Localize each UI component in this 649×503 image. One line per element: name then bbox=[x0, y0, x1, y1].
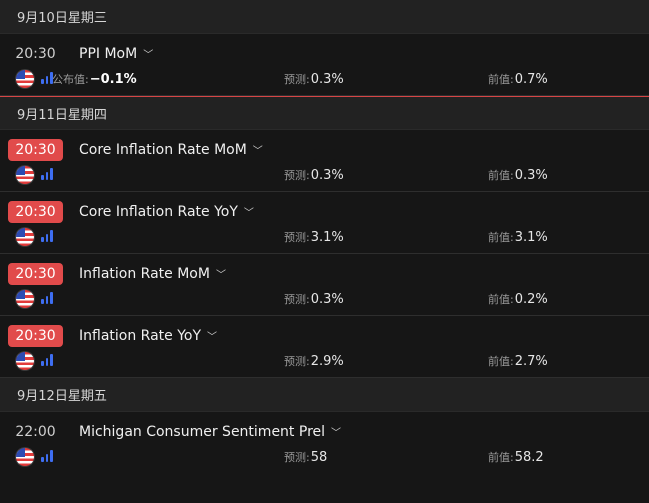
forecast-number: 0.3% bbox=[310, 168, 344, 183]
us-flag-icon bbox=[16, 228, 34, 246]
event-time: 20:30 bbox=[8, 325, 63, 347]
event-title[interactable]: Inflation Rate YoY ﹀ bbox=[79, 328, 217, 344]
us-flag-icon bbox=[16, 290, 34, 308]
previous-label: 前值: bbox=[488, 293, 514, 306]
actual-number: −0.1% bbox=[89, 72, 137, 87]
event-time: 20:30 bbox=[8, 263, 63, 285]
forecast-label: 预测: bbox=[284, 231, 310, 244]
previous-number: 0.7% bbox=[514, 72, 548, 87]
forecast-label: 预测: bbox=[284, 169, 310, 182]
event-time: 20:30 bbox=[15, 46, 56, 62]
event-title-label: Inflation Rate MoM bbox=[79, 266, 210, 282]
chevron-down-icon[interactable]: ﹀ bbox=[143, 49, 154, 61]
bar-chart-icon[interactable] bbox=[41, 354, 54, 366]
forecast-label: 预测: bbox=[284, 355, 310, 368]
bar-chart-icon[interactable] bbox=[41, 168, 54, 180]
event-title-label: Core Inflation Rate YoY bbox=[79, 204, 238, 220]
event-row[interactable]: 22:00 Michigan Consumer Sentiment Prel ﹀… bbox=[0, 412, 649, 474]
event-title[interactable]: Core Inflation Rate YoY ﹀ bbox=[79, 204, 254, 220]
previous-number: 3.1% bbox=[514, 230, 548, 245]
previous-label: 前值: bbox=[488, 231, 514, 244]
previous-value: 前值:58.2 bbox=[488, 449, 544, 465]
event-title-label: Core Inflation Rate MoM bbox=[79, 142, 247, 158]
event-row[interactable]: 20:30 Core Inflation Rate YoY ﹀ 预测:3.1% … bbox=[0, 192, 649, 254]
actual-value: 公布值:−0.1% bbox=[52, 71, 137, 87]
us-flag-icon bbox=[16, 352, 34, 370]
previous-number: 2.7% bbox=[514, 354, 548, 369]
actual-label: 公布值: bbox=[52, 73, 89, 86]
forecast-value: 预测:3.1% bbox=[284, 229, 344, 245]
bar-chart-icon[interactable] bbox=[41, 292, 54, 304]
event-row[interactable]: 20:30 Core Inflation Rate MoM ﹀ 预测:0.3% … bbox=[0, 130, 649, 192]
day-header: 9月10日星期三 bbox=[0, 0, 649, 34]
forecast-value: 预测:2.9% bbox=[284, 353, 344, 369]
event-title[interactable]: Inflation Rate MoM ﹀ bbox=[79, 266, 226, 282]
event-title-label: Inflation Rate YoY bbox=[79, 328, 202, 344]
previous-label: 前值: bbox=[488, 73, 514, 86]
event-row[interactable]: 20:30 Inflation Rate YoY ﹀ 预测:2.9% 前值:2.… bbox=[0, 316, 649, 378]
previous-label: 前值: bbox=[488, 169, 514, 182]
us-flag-icon bbox=[16, 448, 34, 466]
day-header: 9月12日星期五 bbox=[0, 378, 649, 412]
event-title-label: PPI MoM bbox=[79, 46, 138, 62]
previous-label: 前值: bbox=[488, 451, 514, 464]
event-time: 20:30 bbox=[8, 139, 63, 161]
chevron-down-icon[interactable]: ﹀ bbox=[207, 331, 218, 343]
chevron-down-icon[interactable]: ﹀ bbox=[243, 207, 254, 219]
forecast-number: 3.1% bbox=[310, 230, 344, 245]
forecast-value: 预测:0.3% bbox=[284, 167, 344, 183]
previous-number: 0.2% bbox=[514, 292, 548, 307]
event-row[interactable]: 20:30 PPI MoM ﹀ 公布值:−0.1% 预测:0.3% 前值:0.7… bbox=[0, 34, 649, 96]
previous-value: 前值:3.1% bbox=[488, 229, 548, 245]
event-time: 22:00 bbox=[15, 424, 56, 440]
chevron-down-icon[interactable]: ﹀ bbox=[215, 269, 226, 281]
event-title-label: Michigan Consumer Sentiment Prel bbox=[79, 424, 326, 440]
day-header: 9月11日星期四 bbox=[0, 96, 649, 130]
previous-number: 58.2 bbox=[514, 450, 544, 465]
previous-value: 前值:0.2% bbox=[488, 291, 548, 307]
forecast-value: 预测:58 bbox=[284, 449, 327, 465]
previous-value: 前值:0.7% bbox=[488, 71, 548, 87]
bar-chart-icon[interactable] bbox=[41, 72, 54, 84]
bar-chart-icon[interactable] bbox=[41, 230, 54, 242]
forecast-label: 预测: bbox=[284, 293, 310, 306]
us-flag-icon bbox=[16, 166, 34, 184]
previous-number: 0.3% bbox=[514, 168, 548, 183]
forecast-value: 预测:0.3% bbox=[284, 71, 344, 87]
forecast-number: 2.9% bbox=[310, 354, 344, 369]
forecast-label: 预测: bbox=[284, 451, 310, 464]
forecast-number: 0.3% bbox=[310, 292, 344, 307]
bar-chart-icon[interactable] bbox=[41, 450, 54, 462]
event-title[interactable]: PPI MoM ﹀ bbox=[79, 46, 153, 62]
event-title[interactable]: Core Inflation Rate MoM ﹀ bbox=[79, 142, 263, 158]
previous-label: 前值: bbox=[488, 355, 514, 368]
forecast-number: 58 bbox=[310, 450, 328, 465]
us-flag-icon bbox=[16, 70, 34, 88]
previous-value: 前值:2.7% bbox=[488, 353, 548, 369]
forecast-number: 0.3% bbox=[310, 72, 344, 87]
previous-value: 前值:0.3% bbox=[488, 167, 548, 183]
event-time: 20:30 bbox=[8, 201, 63, 223]
event-title[interactable]: Michigan Consumer Sentiment Prel ﹀ bbox=[79, 424, 341, 440]
chevron-down-icon[interactable]: ﹀ bbox=[252, 145, 263, 157]
event-row[interactable]: 20:30 Inflation Rate MoM ﹀ 预测:0.3% 前值:0.… bbox=[0, 254, 649, 316]
chevron-down-icon[interactable]: ﹀ bbox=[331, 427, 342, 439]
forecast-value: 预测:0.3% bbox=[284, 291, 344, 307]
forecast-label: 预测: bbox=[284, 73, 310, 86]
